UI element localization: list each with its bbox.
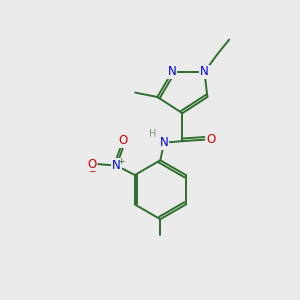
Text: +: +: [117, 157, 124, 166]
Text: H: H: [149, 129, 157, 140]
Text: O: O: [87, 158, 96, 171]
Text: −: −: [88, 166, 96, 175]
Text: N: N: [200, 65, 209, 79]
Text: N: N: [160, 136, 168, 149]
Text: N: N: [112, 159, 121, 172]
Text: O: O: [118, 134, 128, 147]
Text: O: O: [206, 133, 216, 146]
Text: N: N: [168, 65, 176, 79]
